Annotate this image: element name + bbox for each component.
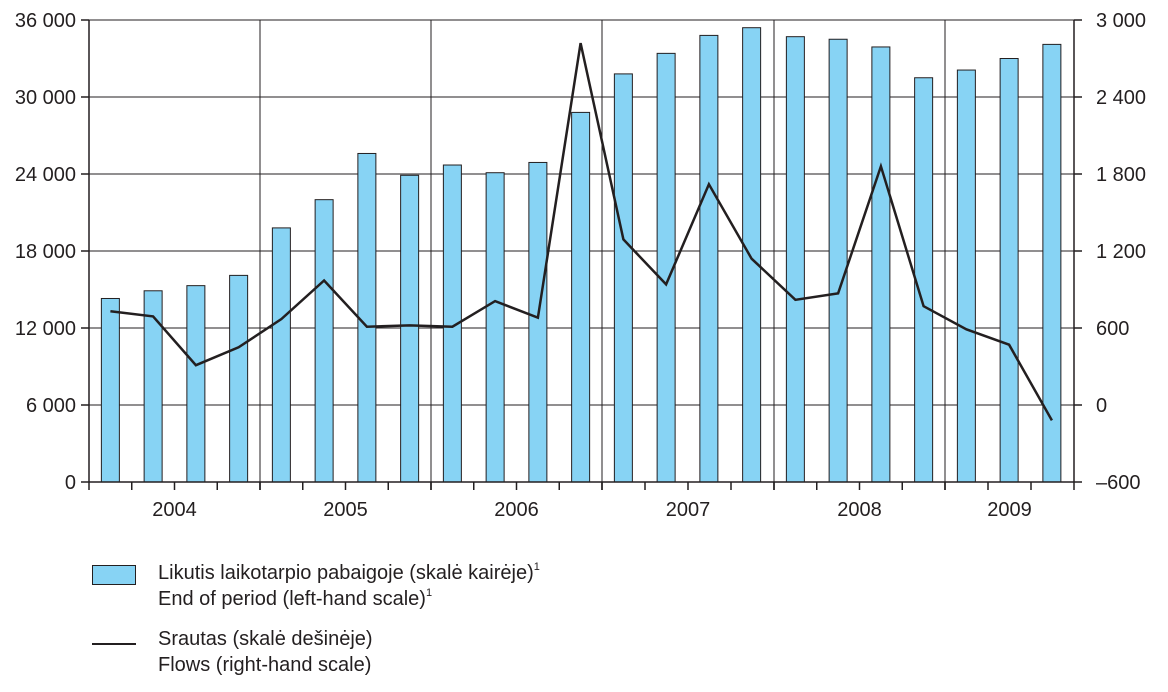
legend-label-bars-lt: Likutis laikotarpio pabaigoje (skalė kai… — [158, 560, 540, 586]
right-tick-label: 0 — [1096, 395, 1107, 417]
x-tick-label: 2007 — [666, 499, 711, 521]
legend-label-line-en: Flows (right-hand scale) — [158, 652, 373, 678]
bar — [1000, 59, 1018, 483]
left-tick-label: 12 000 — [15, 318, 76, 340]
bar — [401, 175, 419, 482]
bar — [700, 35, 718, 482]
bar — [829, 39, 847, 482]
bar — [144, 291, 162, 482]
bar — [315, 200, 333, 482]
right-tick-label: 2 400 — [1096, 87, 1146, 109]
bar — [486, 173, 504, 482]
bar — [872, 47, 890, 482]
bar — [187, 286, 205, 482]
bar — [786, 37, 804, 482]
footnote-mark: 1 — [426, 587, 432, 599]
left-tick-label: 0 — [65, 472, 76, 494]
left-tick-label: 6 000 — [26, 395, 76, 417]
bar — [358, 153, 376, 482]
bar — [529, 162, 547, 482]
legend-swatch-bars — [92, 565, 136, 585]
bar-series — [101, 28, 1061, 482]
x-tick-label: 2006 — [494, 499, 539, 521]
x-tick-label: 2005 — [323, 499, 368, 521]
footnote-mark: 1 — [534, 561, 540, 573]
right-tick-label: 1 800 — [1096, 164, 1146, 186]
left-tick-label: 36 000 — [15, 10, 76, 32]
bar — [230, 275, 248, 482]
right-tick-label: 600 — [1096, 318, 1129, 340]
right-tick-label: –600 — [1096, 472, 1141, 494]
legend-label-line-lt: Srautas (skalė dešinėje) — [158, 626, 373, 652]
left-tick-label: 30 000 — [15, 87, 76, 109]
right-tick-label: 3 000 — [1096, 10, 1146, 32]
x-tick-label: 2008 — [837, 499, 882, 521]
bar — [614, 74, 632, 482]
x-tick-label: 2004 — [152, 499, 197, 521]
right-tick-label: 1 200 — [1096, 241, 1146, 263]
chart: 0 6 000 12 000 18 000 24 000 30 000 36 000 –600… — [0, 0, 1168, 545]
bar — [101, 298, 119, 482]
legend-swatch-line — [92, 643, 136, 645]
bar — [957, 70, 975, 482]
left-tick-label: 24 000 — [15, 164, 76, 186]
bar — [743, 28, 761, 482]
bar — [915, 78, 933, 482]
left-tick-label: 18 000 — [15, 241, 76, 263]
x-tick-label: 2009 — [987, 499, 1032, 521]
legend-label-bars-en: End of period (left-hand scale)1 — [158, 586, 540, 612]
bar — [572, 112, 590, 482]
bar — [272, 228, 290, 482]
bar — [1043, 44, 1061, 482]
